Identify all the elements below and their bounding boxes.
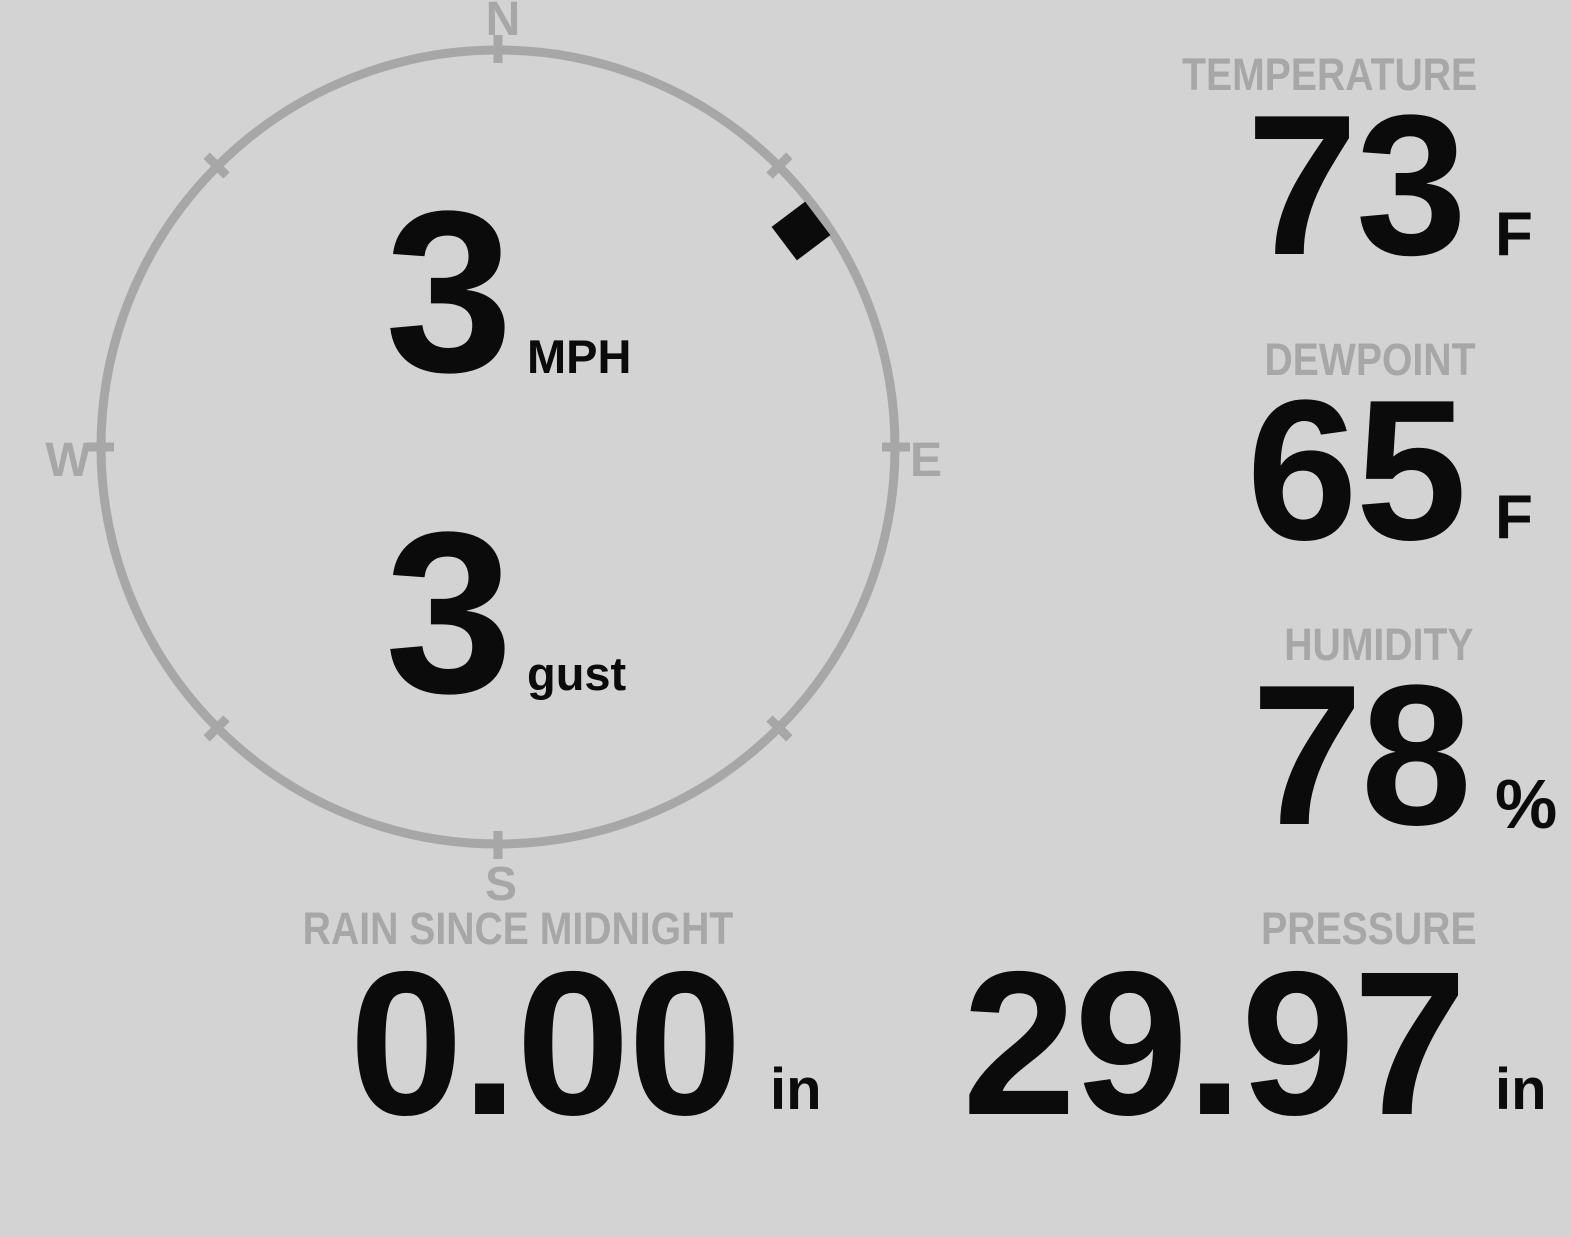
- wind-gust-unit: gust: [527, 647, 627, 700]
- wind-speed-value: 3: [385, 163, 513, 420]
- wind-gust-value: 3: [385, 484, 513, 741]
- humidity-unit: %: [1495, 765, 1558, 843]
- rain-since-midnight-unit: in: [770, 1057, 822, 1122]
- dewpoint-label: DEWPOINT: [1264, 334, 1475, 385]
- pressure-unit: in: [1495, 1057, 1547, 1122]
- compass-north-label: N: [485, 0, 521, 46]
- humidity-value: 78: [1251, 644, 1472, 867]
- dewpoint-value: 65: [1246, 359, 1467, 582]
- compass-east-label: E: [909, 434, 943, 487]
- temperature-label: TEMPERATURE: [1181, 49, 1477, 100]
- temperature-unit: F: [1495, 200, 1533, 269]
- pressure-value: 29.97: [962, 929, 1467, 1158]
- wind-speed-unit: MPH: [527, 330, 632, 383]
- humidity-label: HUMIDITY: [1283, 619, 1473, 670]
- rain-since-midnight-label: RAIN SINCE MIDNIGHT: [302, 903, 734, 954]
- rain-since-midnight-value: 0.00: [349, 929, 742, 1158]
- compass-west-label: W: [45, 434, 91, 487]
- temperature-value: 73: [1246, 74, 1467, 297]
- pressure-label: PRESSURE: [1261, 903, 1477, 954]
- dewpoint-unit: F: [1495, 483, 1533, 552]
- compass-south-label: S: [484, 858, 518, 911]
